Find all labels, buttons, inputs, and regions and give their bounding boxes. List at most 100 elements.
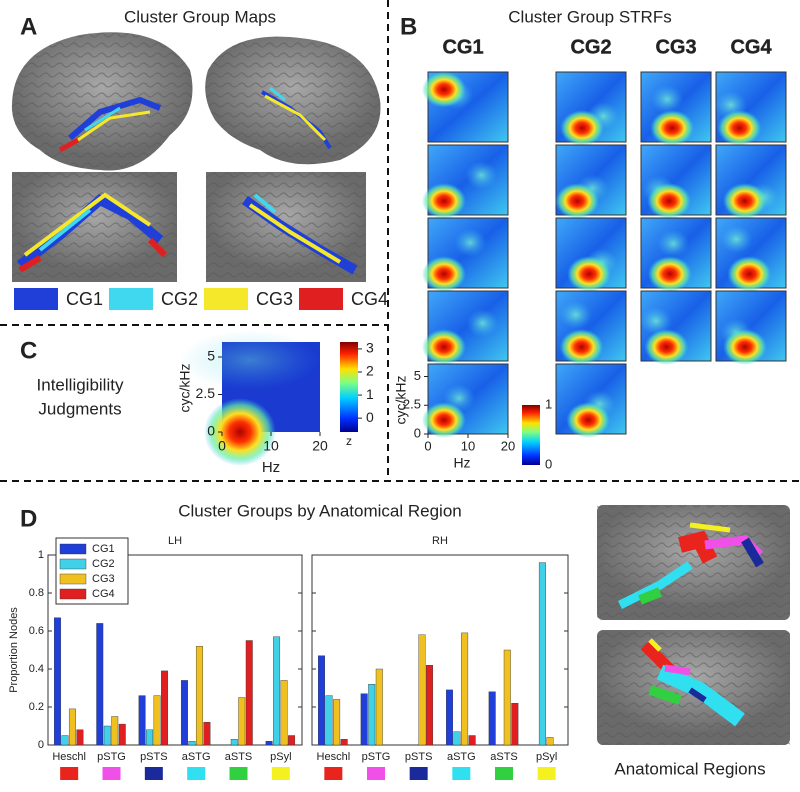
y-axis-label: cyc/kHz [177,364,193,413]
legend-label: CG2 [161,289,198,309]
region-swatch [452,767,471,780]
strf-cell [422,144,509,219]
bar [103,725,111,746]
panel-title: Cluster Group STRFs [508,7,671,26]
bar [546,737,554,746]
bar [265,741,273,746]
y-axis-label: cyc/kHz [393,376,409,425]
panel-text: Judgments [38,399,121,418]
strf-cell [422,363,509,438]
bar [360,693,368,746]
strf-hot [644,329,689,365]
bar [146,729,154,746]
x-axis-label: Hz [453,455,470,471]
brain-zoom [206,172,366,282]
bar [180,680,188,746]
bar [538,562,546,746]
region-swatch [187,767,206,780]
bar [318,655,326,746]
bar [195,646,203,746]
strf-hot [555,183,600,219]
strf-cell [555,144,627,219]
x-tick-label: 20 [312,438,328,454]
x-tick-label: pSTS [140,751,168,763]
x-tick-label: 10 [263,438,279,454]
x-tick-label: pSTS [405,751,433,763]
colorbar-label: 1 [366,386,374,402]
bar [418,634,426,746]
strf-blob [657,229,690,258]
colorbar [522,405,540,465]
strf-cell [555,363,627,438]
x-tick-label: 20 [501,438,515,453]
region-swatch [229,767,248,780]
strf-hot [566,402,611,438]
region-swatch [409,767,428,780]
strf-cell [715,290,787,365]
panel-text: Intelligibility [37,375,124,394]
legend-swatch [59,543,87,555]
bar [288,735,296,746]
plot-frame [311,554,569,746]
bar [503,649,511,746]
x-tick-label: aSTG [447,751,476,763]
y-tick-label: 0 [414,425,421,440]
strf-hot [422,402,466,438]
chart-title: RH [432,535,448,547]
strf-blob [559,300,592,329]
strf-cell [715,217,787,292]
x-tick-label: aSTS [225,751,253,763]
strf-blob [466,309,499,338]
bar [161,670,169,746]
y-tick-label: 1 [38,549,44,561]
bar [238,697,246,746]
chart-title: LH [168,535,182,547]
bar [111,716,119,746]
brain-image [597,630,790,745]
bar [245,640,253,746]
bar [138,695,146,746]
y-tick-label: 0.4 [29,663,44,675]
region-swatch [144,767,163,780]
strf-cell [640,71,712,146]
colorbar-label: 2 [366,363,374,379]
y-tick-label: 2.5 [196,385,216,401]
panel-label: A [20,13,37,40]
bar [511,703,519,746]
bar [325,695,333,746]
strf-hot [727,256,772,292]
bar [468,735,476,746]
strf-blob [639,306,672,335]
legend-label: CG1 [92,543,115,555]
legend-swatch [109,288,153,310]
strf-hot [650,110,695,146]
colorbar-title: z [346,434,352,448]
strf-cell [639,290,712,365]
x-tick-label: Heschl [52,751,86,763]
x-axis-label: Hz [262,459,280,476]
bar [280,680,288,746]
legend-label: CG1 [66,289,103,309]
bar [340,739,348,746]
region-swatch [367,767,385,780]
panel-label: D [20,505,37,532]
strf-hot [722,329,767,365]
region-swatch [60,767,79,780]
bar [375,668,383,746]
bar [488,691,496,746]
region-swatch [102,767,121,780]
region-swatch [495,767,513,780]
strf-cell [422,217,509,292]
panel-title: Cluster Group Maps [124,7,276,26]
strf-cell [640,144,712,219]
strf-cell [422,290,509,365]
x-tick-label: 0 [218,438,226,454]
x-tick-label: pSTG [97,751,126,763]
y-tick-label: 5 [414,368,421,383]
panel-label: B [400,13,417,40]
legend-swatch [59,588,87,600]
x-tick-label: Heschl [317,751,351,763]
colorbar-label: 0 [545,456,552,471]
strf-hot [647,256,692,292]
